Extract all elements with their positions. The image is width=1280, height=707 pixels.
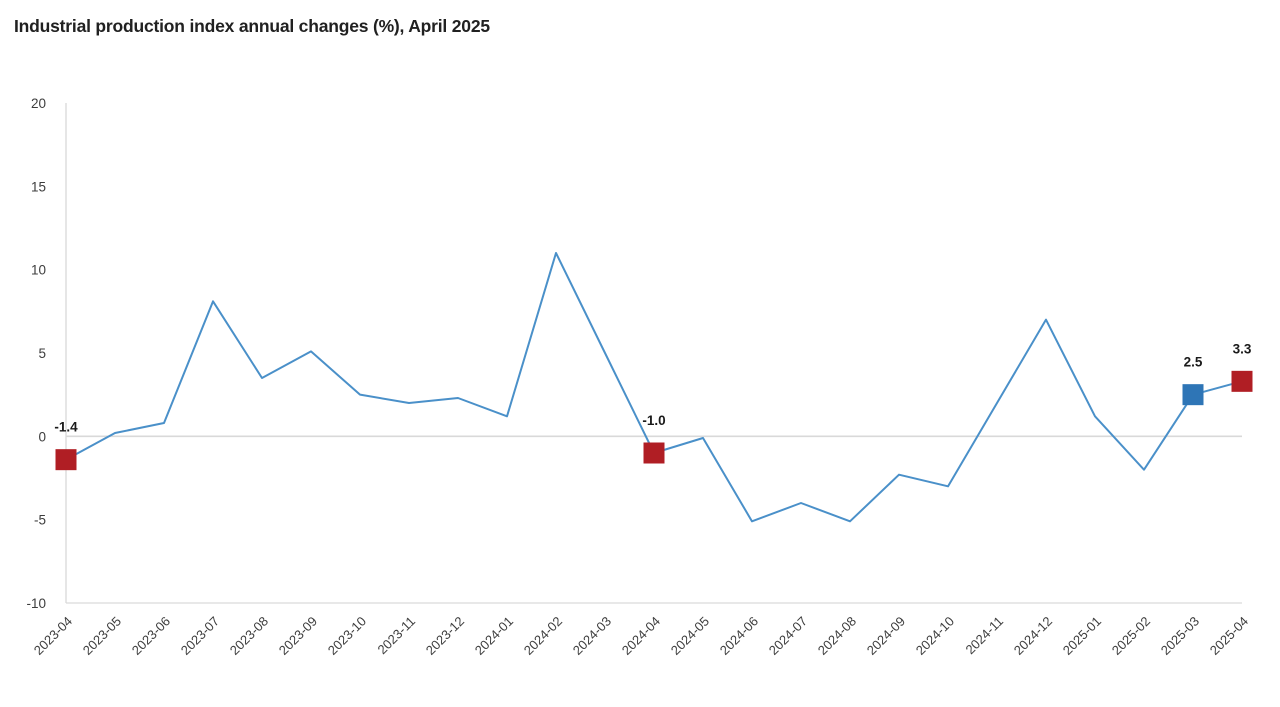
x-tick-label: 2024-12 [1011, 614, 1055, 658]
data-label-2024-04: -1.0 [642, 413, 665, 428]
x-tick-label: 2023-12 [423, 614, 467, 658]
x-tick-label: 2024-04 [619, 614, 663, 658]
x-tick-label: 2023-07 [178, 614, 222, 658]
x-tick-label: 2023-04 [31, 614, 75, 658]
x-tick-label: 2024-05 [668, 614, 712, 658]
y-tick-label: -5 [34, 513, 46, 528]
x-tick-label: 2024-01 [472, 614, 516, 658]
x-tick-label: 2023-09 [276, 614, 320, 658]
data-marker-2025-04 [1231, 370, 1253, 392]
x-tick-label: 2024-02 [521, 614, 565, 658]
x-tick-label: 2024-09 [864, 614, 908, 658]
x-tick-label: 2024-06 [717, 614, 761, 658]
data-marker-2024-04 [643, 442, 665, 464]
y-tick-label: 10 [31, 263, 46, 278]
x-tick-label: 2024-08 [815, 614, 859, 658]
x-tick-label: 2025-01 [1060, 614, 1104, 658]
x-tick-label: 2025-04 [1207, 614, 1251, 658]
x-tick-label: 2023-05 [80, 614, 124, 658]
y-tick-label: 0 [38, 429, 46, 444]
x-tick-label: 2023-10 [325, 614, 369, 658]
x-tick-label: 2023-11 [374, 614, 418, 658]
x-tick-label: 2024-11 [962, 614, 1006, 658]
x-tick-label: 2024-07 [766, 614, 810, 658]
y-tick-label: -10 [26, 596, 46, 611]
y-tick-label: 5 [38, 346, 46, 361]
x-tick-label: 2024-10 [913, 614, 957, 658]
data-label-2023-04: -1.4 [54, 420, 78, 435]
data-marker-2025-03 [1182, 384, 1204, 406]
data-label-2025-04: 3.3 [1233, 341, 1252, 356]
x-tick-label: 2023-06 [129, 614, 173, 658]
x-tick-label: 2025-03 [1158, 614, 1202, 658]
y-tick-label: 20 [31, 96, 46, 111]
y-tick-label: 15 [31, 179, 46, 194]
x-tick-label: 2025-02 [1109, 614, 1153, 658]
data-label-2025-03: 2.5 [1184, 355, 1203, 370]
x-tick-label: 2024-03 [570, 614, 614, 658]
data-marker-2023-04 [55, 449, 77, 471]
chart-title: Industrial production index annual chang… [14, 16, 490, 36]
x-tick-label: 2023-08 [227, 614, 271, 658]
series-line [65, 252, 1243, 523]
